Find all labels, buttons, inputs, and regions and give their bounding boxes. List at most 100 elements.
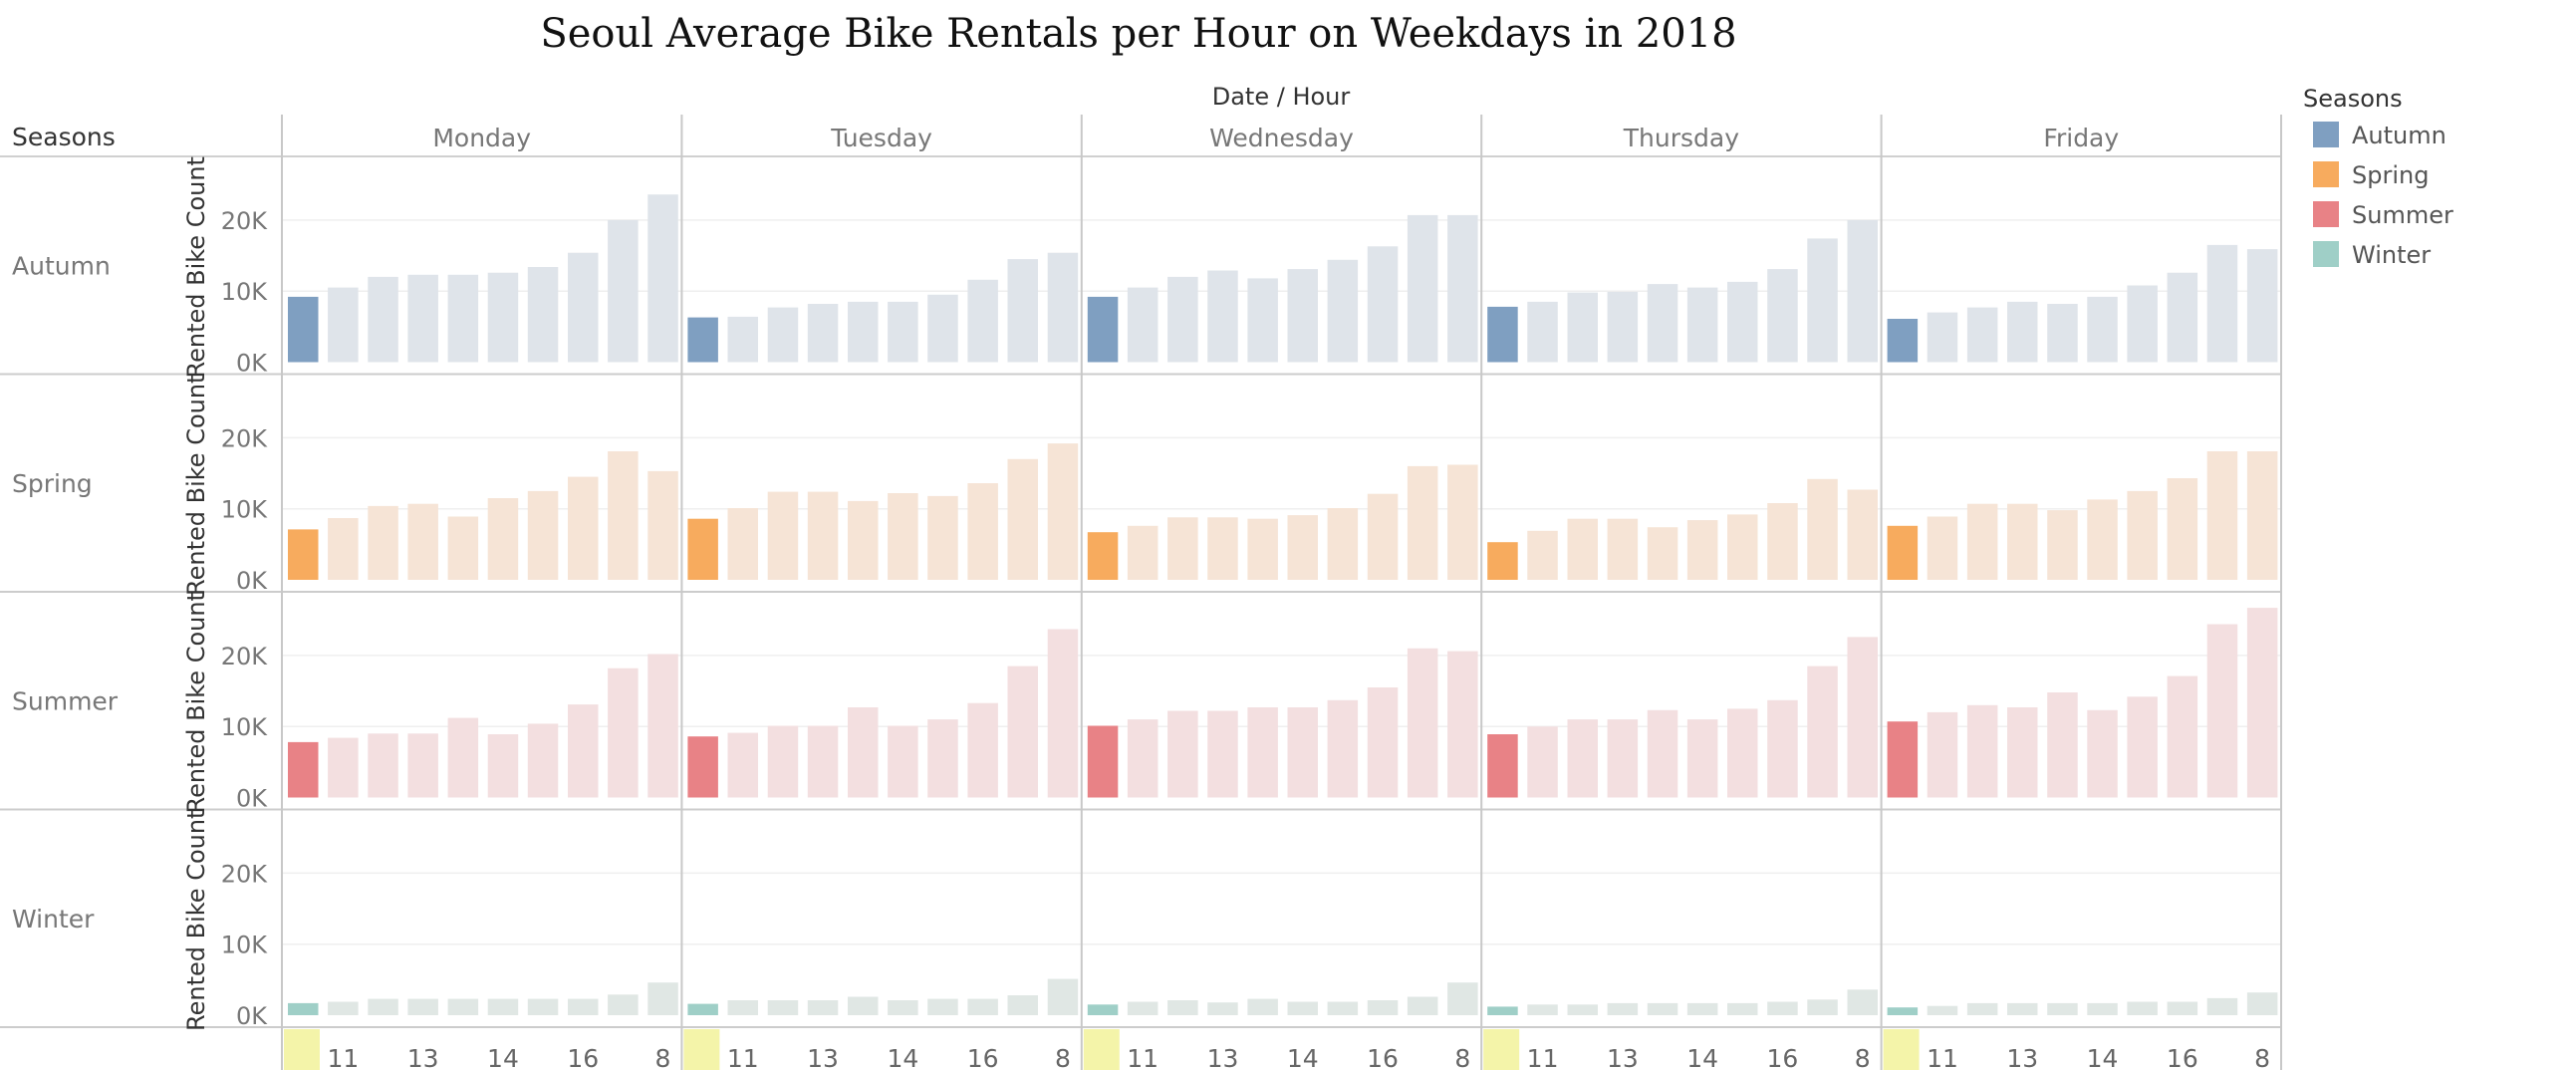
bar-spring-monday-1 [328, 518, 359, 580]
bar-spring-wednesday-8 [1407, 465, 1438, 580]
bar-winter-friday-4 [2047, 1002, 2078, 1015]
bar-winter-friday-3 [2007, 1002, 2038, 1015]
bar-summer-monday-6 [527, 723, 559, 798]
bar-autumn-friday-2 [1966, 307, 1998, 363]
column-label-thursday: Thursday [1623, 124, 1739, 152]
bar-spring-tuesday-8 [1007, 458, 1038, 580]
bar-autumn-thursday-3 [1607, 291, 1639, 363]
bar-spring-tuesday-1 [727, 508, 758, 580]
first-hour-highlight [1083, 1029, 1120, 1070]
bar-summer-friday-6 [2127, 696, 2158, 798]
bar-summer-thursday-4 [1647, 709, 1678, 798]
bar-winter-tuesday-4 [848, 996, 879, 1015]
x-tick-label: 16 [2167, 1044, 2198, 1070]
first-hour-highlight [284, 1029, 320, 1070]
bar-autumn-friday-1 [1927, 312, 1958, 363]
bar-winter-thursday-1 [1527, 1004, 1558, 1015]
y-axis-title: Rented Bike Count [182, 592, 210, 813]
bar-autumn-monday-6 [527, 267, 559, 363]
bar-autumn-friday-6 [2127, 285, 2158, 363]
bar-winter-thursday-6 [1727, 1002, 1758, 1015]
bar-winter-thursday-2 [1567, 1004, 1598, 1015]
bar-winter-thursday-8 [1807, 999, 1838, 1015]
bar-spring-monday-6 [527, 490, 559, 580]
bar-autumn-thursday-0 [1487, 306, 1518, 363]
legend-swatch-summer [2313, 201, 2339, 227]
bar-winter-monday-9 [647, 982, 678, 1015]
bar-summer-friday-1 [1927, 711, 1958, 798]
bar-autumn-wednesday-5 [1287, 269, 1318, 363]
y-tick-label: 20K [221, 643, 269, 670]
bar-summer-tuesday-8 [1007, 666, 1038, 798]
bar-winter-monday-0 [288, 1002, 319, 1015]
bar-autumn-wednesday-4 [1247, 278, 1278, 363]
bar-autumn-tuesday-5 [888, 301, 918, 363]
bar-summer-friday-8 [2206, 624, 2238, 798]
bar-spring-friday-2 [1966, 503, 1998, 580]
bar-summer-tuesday-1 [727, 732, 758, 798]
bar-winter-friday-5 [2087, 1002, 2118, 1015]
y-axis-title: Rented Bike Count [182, 375, 210, 596]
bar-winter-tuesday-5 [888, 1000, 918, 1015]
bar-autumn-tuesday-7 [967, 279, 998, 363]
bar-summer-wednesday-0 [1087, 725, 1119, 798]
x-tick-label: 8 [1055, 1044, 1071, 1070]
bar-summer-monday-9 [647, 654, 678, 798]
bar-summer-monday-7 [568, 704, 599, 798]
bar-spring-thursday-9 [1847, 489, 1878, 580]
bar-autumn-friday-5 [2087, 296, 2118, 363]
y-tick-label: 0K [236, 785, 268, 813]
first-hour-highlight [683, 1029, 720, 1070]
bar-autumn-tuesday-2 [767, 307, 799, 363]
bar-summer-tuesday-4 [848, 707, 879, 798]
bar-spring-wednesday-1 [1127, 525, 1159, 580]
column-label-tuesday: Tuesday [830, 124, 932, 152]
y-tick-label: 20K [221, 860, 269, 888]
bar-winter-wednesday-6 [1327, 1001, 1359, 1015]
bar-autumn-monday-5 [487, 272, 519, 363]
bar-summer-wednesday-6 [1327, 699, 1359, 798]
bar-spring-friday-5 [2087, 499, 2118, 580]
bar-winter-thursday-3 [1607, 1002, 1639, 1015]
bar-winter-friday-0 [1887, 1007, 1919, 1015]
bar-summer-tuesday-9 [1047, 629, 1079, 798]
bar-winter-tuesday-1 [727, 1000, 758, 1015]
bar-autumn-friday-3 [2007, 301, 2038, 363]
bar-spring-wednesday-3 [1207, 517, 1238, 580]
bar-autumn-monday-8 [608, 219, 639, 363]
bar-summer-monday-5 [487, 734, 519, 798]
bar-summer-wednesday-7 [1367, 687, 1399, 798]
bar-spring-tuesday-9 [1047, 443, 1079, 580]
bar-spring-wednesday-5 [1287, 515, 1318, 580]
bar-winter-wednesday-8 [1407, 996, 1438, 1015]
bar-autumn-tuesday-1 [727, 316, 758, 363]
bar-spring-tuesday-6 [927, 495, 958, 580]
row-label-spring: Spring [12, 469, 93, 498]
bar-winter-thursday-5 [1686, 1002, 1718, 1015]
bar-autumn-monday-7 [568, 252, 599, 363]
bar-spring-monday-3 [407, 503, 438, 580]
bar-winter-thursday-0 [1487, 1006, 1518, 1015]
column-label-friday: Friday [2043, 124, 2119, 152]
bar-spring-wednesday-4 [1247, 518, 1278, 580]
bar-winter-tuesday-7 [967, 998, 998, 1015]
bar-winter-monday-8 [608, 994, 639, 1015]
bar-winter-tuesday-6 [927, 998, 958, 1015]
bar-spring-thursday-5 [1686, 520, 1718, 580]
bar-spring-wednesday-2 [1167, 517, 1198, 580]
legend-label-summer: Summer [2352, 201, 2453, 229]
bar-winter-friday-7 [2167, 1001, 2198, 1015]
bar-spring-friday-8 [2206, 451, 2238, 580]
bar-summer-thursday-5 [1686, 719, 1718, 798]
bar-winter-wednesday-0 [1087, 1004, 1119, 1015]
bar-winter-friday-8 [2206, 997, 2238, 1015]
bar-autumn-thursday-9 [1847, 219, 1878, 363]
column-label-monday: Monday [432, 124, 531, 152]
bar-spring-friday-9 [2246, 451, 2278, 580]
bar-spring-friday-0 [1887, 525, 1919, 580]
bar-spring-thursday-7 [1767, 503, 1798, 580]
bar-spring-thursday-0 [1487, 542, 1518, 580]
bar-autumn-wednesday-3 [1207, 270, 1238, 363]
bar-autumn-monday-4 [447, 274, 479, 363]
row-label-summer: Summer [12, 686, 119, 715]
